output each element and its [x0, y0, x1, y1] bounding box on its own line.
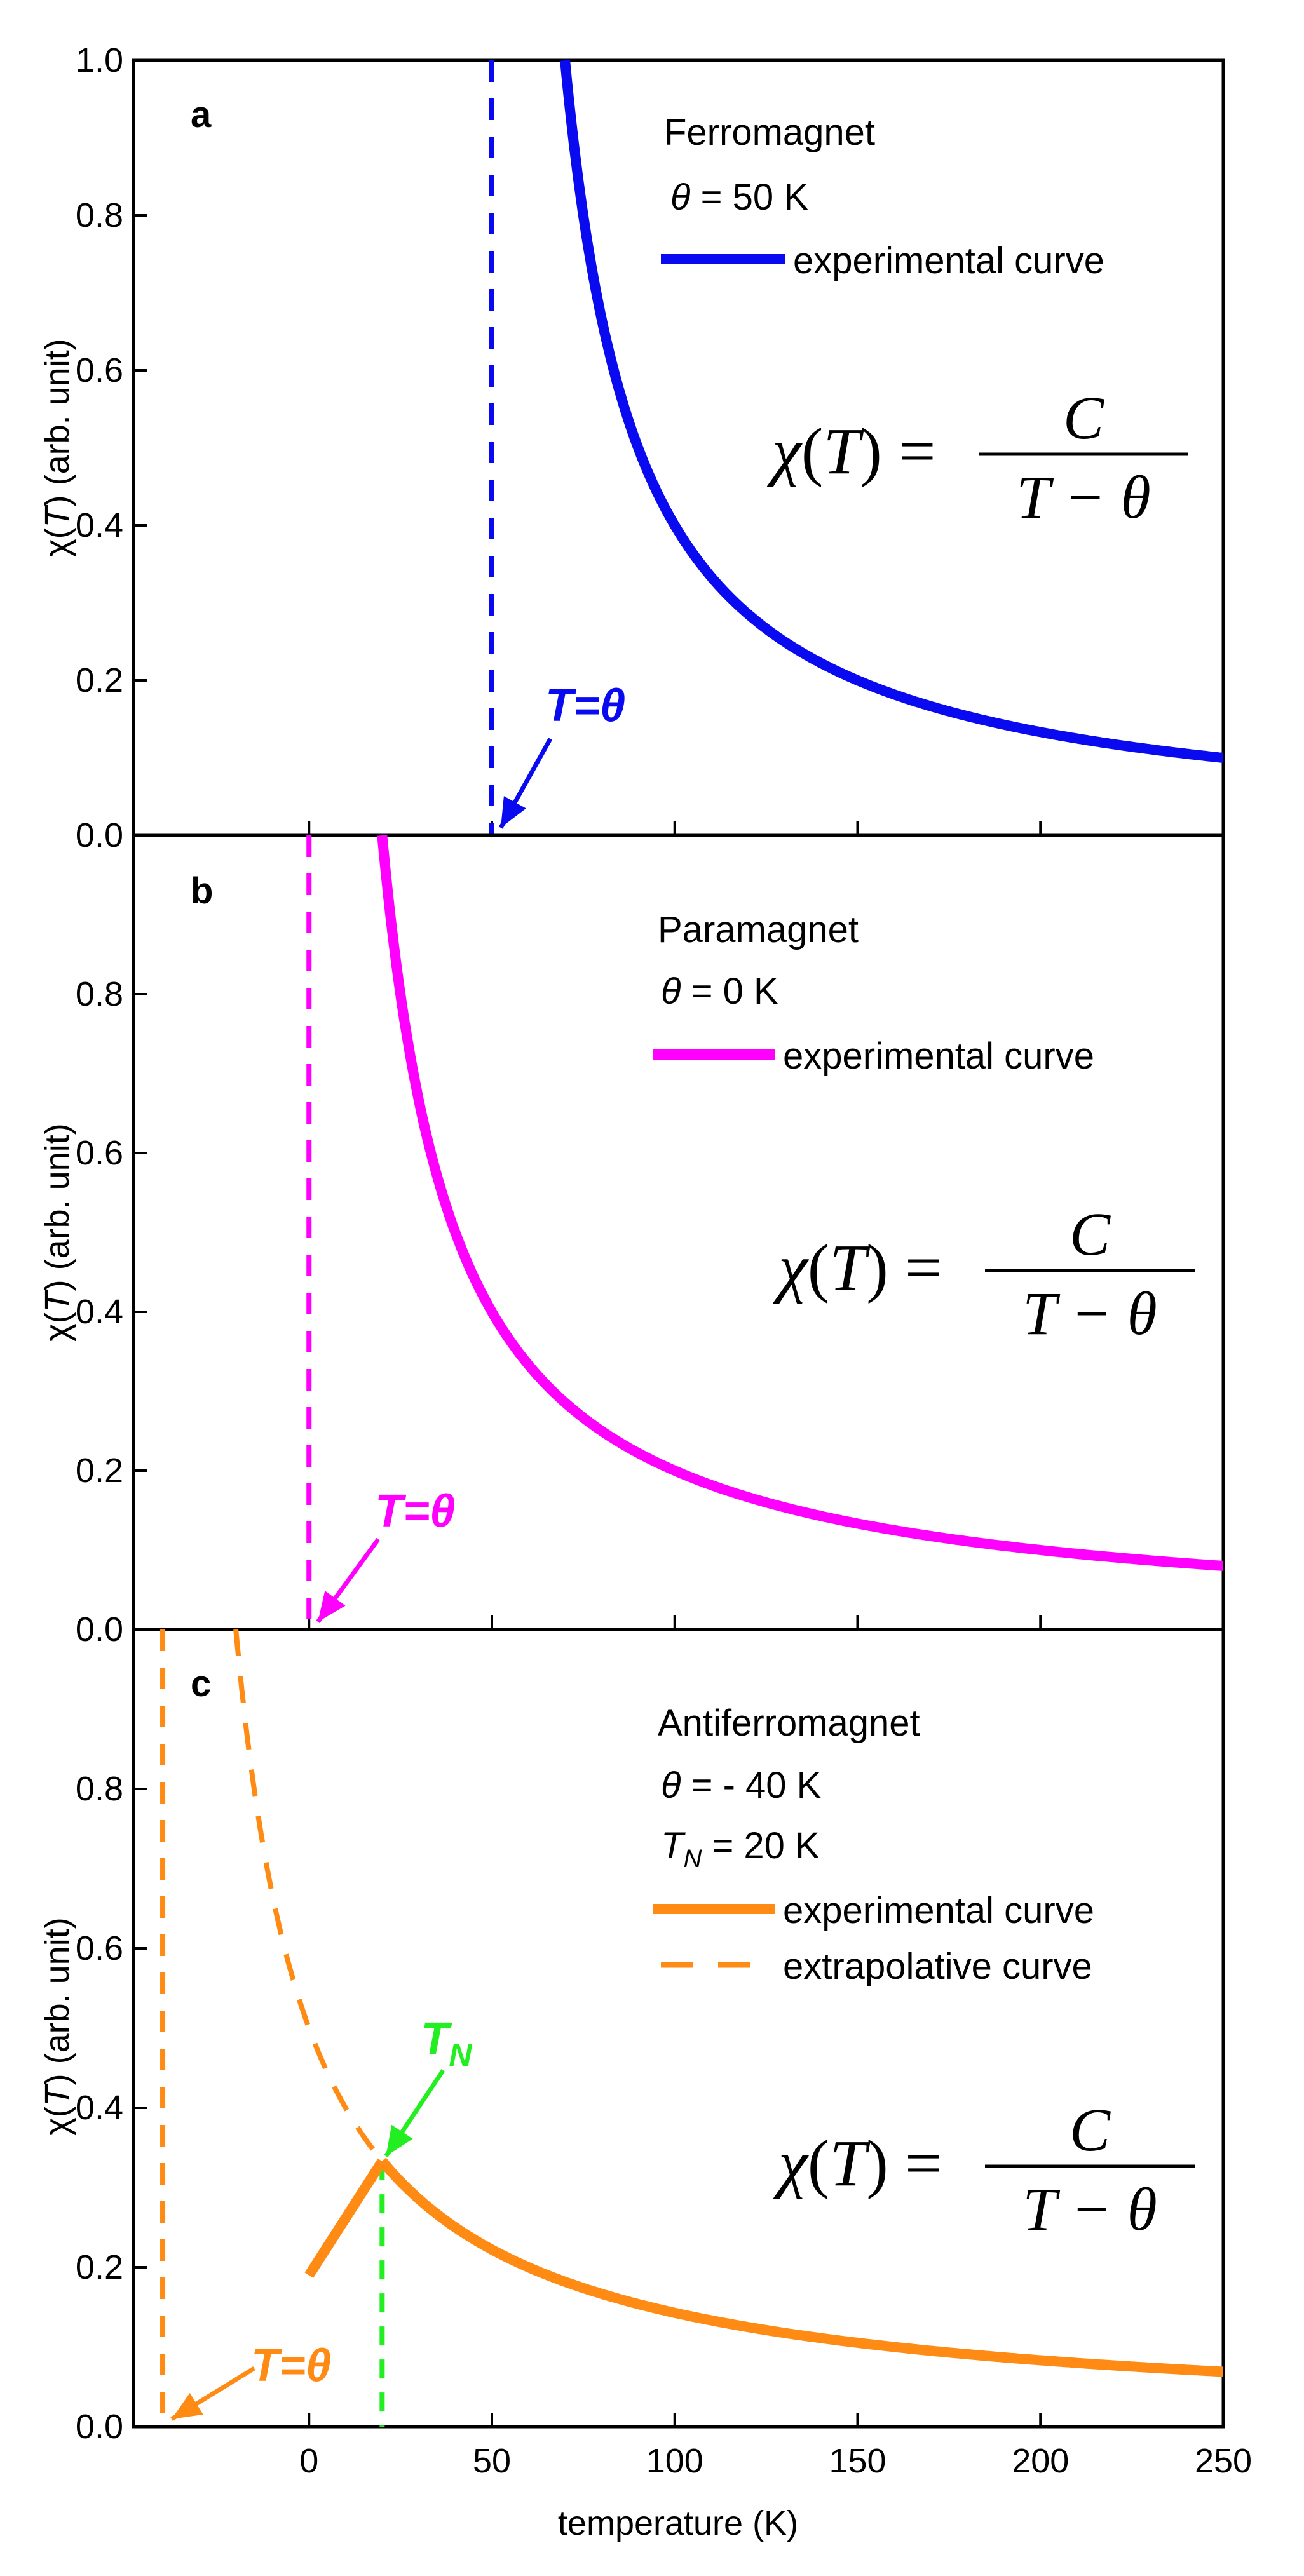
panel-c-formula: χ(T) = C T − θ — [773, 2096, 1195, 2243]
panel-b-formula: χ(T) = C T − θ — [773, 1200, 1195, 1347]
panel-c-series — [160, 1629, 1223, 2427]
panel-a-legend-title: Ferromagnet — [664, 112, 875, 153]
panel-b-frame — [132, 833, 1225, 1631]
panel-a-theta-arrow-head — [500, 796, 526, 828]
panel-c-extrapolative-curve — [233, 1629, 384, 2162]
panel-a-y-axis-title: χ(T) (arb. unit) — [38, 339, 76, 556]
panel-c-tn-annotation: TN — [421, 2014, 472, 2073]
y-tick-label: 0.8 — [76, 1770, 123, 1808]
x-tick-label: 150 — [829, 2442, 886, 2480]
panel-a-plot-area: T=θ — [489, 60, 1223, 835]
panel-c-formula-lhs: χ(T) = — [773, 2127, 942, 2200]
panel-c-letter: c — [191, 1663, 211, 1704]
panel-c-formula-denominator: T − θ — [1022, 2175, 1157, 2243]
panel-b-y-axis-title: χ(T) (arb. unit) — [38, 1123, 76, 1341]
panel-a-experimental-curve — [560, 60, 1223, 763]
panel-b-paramagnet: 0.0 0.2 0.4 0.6 0.8 b χ(T) (arb. unit) T=θ P… — [38, 833, 1225, 1649]
panel-a-formula-numerator: C — [1063, 384, 1104, 452]
x-tick-label: 50 — [473, 2442, 511, 2480]
y-tick-label: 0.2 — [76, 1452, 123, 1490]
panel-c-legend-theta: θ = - 40 K — [661, 1765, 822, 1806]
panel-c-antiferromagnet: 0.0 0.2 0.4 0.6 0.8 0 50 100 150 200 250 c χ(T) (… — [38, 1628, 1252, 2542]
panel-c-formula-numerator: C — [1070, 2096, 1111, 2164]
panel-c-legend-title: Antiferromagnet — [658, 1703, 920, 1744]
panel-a-theta-annotation: T=θ — [545, 680, 625, 731]
panel-b-theta-annotation: T=θ — [375, 1486, 455, 1537]
panel-c-plot-area: T=θ TN — [160, 1629, 1223, 2427]
panel-c-y-ticks: 0.0 0.2 0.4 0.6 0.8 — [76, 1770, 147, 2446]
panel-c-legend-label-dashed: extrapolative curve — [783, 1946, 1092, 1987]
panel-b-x-ticks — [308, 1615, 1225, 1629]
y-tick-label: 0.8 — [76, 975, 123, 1013]
panel-a-y-ticks: 0.0 0.2 0.4 0.6 0.8 1.0 — [76, 41, 147, 854]
panel-c-legend-label-solid: experimental curve — [783, 1890, 1094, 1931]
panel-a-letter: a — [191, 94, 212, 135]
x-tick-label: 200 — [1012, 2442, 1069, 2480]
panel-c-frame — [132, 1628, 1225, 2429]
x-tick-label: 0 — [299, 2442, 318, 2480]
x-tick-label: 250 — [1195, 2442, 1252, 2480]
panel-b-legend-theta: θ = 0 K — [661, 971, 778, 1012]
panel-b-y-ticks: 0.0 0.2 0.4 0.6 0.8 — [76, 975, 147, 1649]
panel-b-formula-numerator: C — [1070, 1200, 1111, 1268]
panel-b-series — [306, 835, 1223, 1629]
panel-b-letter: b — [191, 870, 213, 912]
y-tick-label: 1.0 — [76, 41, 123, 79]
panel-c-x-ticks: 0 50 100 150 200 250 — [299, 2413, 1252, 2480]
y-tick-label: 0.8 — [76, 196, 123, 234]
panel-c-theta-arrow-head — [172, 2392, 203, 2419]
panel-c-x-axis-title: temperature (K) — [558, 2504, 798, 2542]
panel-a-x-ticks — [308, 821, 1225, 835]
panel-c-y-axis-title: χ(T) (arb. unit) — [38, 1917, 76, 2135]
y-tick-label: 0.2 — [76, 2248, 123, 2286]
y-tick-label: 0.0 — [76, 1610, 123, 1649]
panel-b-formula-denominator: T − θ — [1022, 1279, 1157, 1347]
y-tick-label: 0.6 — [76, 1929, 123, 1967]
panel-c-experimental-curve — [378, 2157, 1223, 2377]
panel-c-legend-tn: TN = 20 K — [661, 1825, 820, 1873]
panel-a-ferromagnet: 0.0 0.2 0.4 0.6 0.8 1.0 a χ(T) (arb. unit) T=… — [38, 41, 1225, 854]
panel-a-legend-theta: θ = 50 K — [670, 177, 808, 218]
panel-a-formula-denominator: T − θ — [1016, 463, 1151, 531]
panel-b-experimental-curve — [377, 835, 1223, 1571]
panel-a-series — [489, 60, 1223, 835]
y-tick-label: 0.4 — [76, 1293, 123, 1331]
y-tick-label: 0.6 — [76, 351, 123, 389]
x-tick-label: 100 — [646, 2442, 703, 2480]
y-tick-label: 0.4 — [76, 2089, 123, 2127]
y-tick-label: 0.4 — [76, 506, 123, 544]
panel-c-experimental-curve — [304, 2158, 387, 2278]
panel-a-legend-label: experimental curve — [793, 240, 1104, 281]
panel-c-theta-annotation: T=θ — [251, 2340, 331, 2391]
y-tick-label: 0.0 — [76, 2408, 123, 2446]
panel-b-formula-lhs: χ(T) = — [773, 1231, 942, 1304]
panel-a-formula: χ(T) = C T − θ — [766, 384, 1188, 531]
y-tick-label: 0.6 — [76, 1134, 123, 1172]
panel-a-formula-lhs: χ(T) = — [766, 415, 936, 488]
panel-b-legend-label: experimental curve — [783, 1035, 1094, 1077]
panel-b-legend-title: Paramagnet — [658, 909, 859, 950]
y-tick-label: 0.2 — [76, 661, 123, 699]
panel-b-theta-arrow-head — [318, 1591, 346, 1622]
y-tick-label: 0.0 — [76, 816, 123, 854]
panel-b-plot-area: T=θ — [306, 835, 1223, 1629]
panel-c-tn-arrow-head — [386, 2124, 413, 2157]
